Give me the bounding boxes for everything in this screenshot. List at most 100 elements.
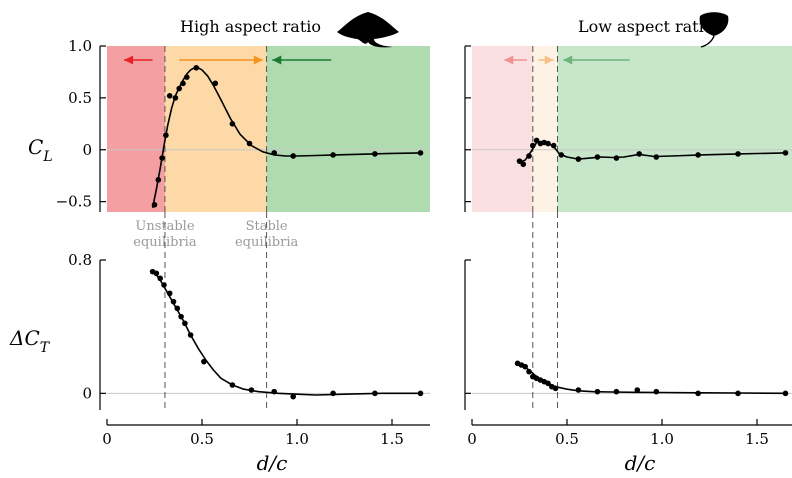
manta-ray-icon [337, 12, 399, 48]
y-tick-label-3: −0.5 [56, 193, 92, 211]
region-arrow-head-1 [544, 55, 554, 65]
data-point [182, 320, 188, 327]
data-point [782, 390, 789, 397]
data-point [271, 150, 278, 156]
data-point [290, 153, 297, 159]
region-2 [266, 46, 430, 212]
data-point [417, 390, 424, 397]
data-point [170, 298, 177, 305]
data-point [201, 358, 207, 365]
data-point [155, 177, 162, 183]
x-tick-label-2: 1.0 [650, 430, 674, 448]
data-point [522, 363, 528, 370]
data-point [550, 142, 557, 149]
data-point [176, 85, 182, 92]
data-point [161, 282, 167, 288]
data-point [594, 388, 601, 395]
region-arrow-head-1 [253, 55, 263, 65]
title-high-aspect: High aspect ratio [180, 17, 321, 36]
xlabel-high: d/c [257, 451, 288, 475]
data-point [174, 305, 181, 312]
fit-curve [151, 269, 421, 396]
data-point [613, 388, 620, 395]
region-2 [557, 46, 792, 212]
data-point [172, 95, 179, 101]
title-low-aspect: Low aspect ratio [578, 17, 713, 36]
data-point [184, 74, 190, 80]
data-point [634, 387, 641, 393]
data-point [248, 387, 255, 393]
region-arrow-head-0 [124, 55, 134, 65]
data-point [246, 140, 253, 147]
region-arrow-head-2 [563, 55, 573, 65]
ylabel-lift: CL [28, 135, 53, 165]
y-tick-label-0: 0.8 [68, 251, 92, 269]
data-point [613, 155, 620, 161]
x-tick-label-2: 1.0 [285, 430, 309, 448]
region-1 [532, 46, 558, 212]
data-point [530, 142, 536, 149]
x-tick-label-3: 1.5 [380, 430, 404, 448]
data-point [526, 153, 532, 159]
x-tick-label-1: 0.5 [190, 430, 214, 448]
data-point [229, 121, 236, 127]
panel-high-aspect-thrust: 0.8 0 0 0.5 1.0 1.5 [68, 212, 430, 448]
data-point [153, 270, 160, 277]
region-1 [164, 46, 267, 212]
data-point [180, 80, 186, 87]
region-0 [107, 46, 165, 212]
y-tick-label-2: 0 [82, 141, 92, 159]
xlabel-low: d/c [625, 451, 656, 475]
data-point [520, 161, 527, 168]
data-point [157, 275, 163, 282]
data-point [178, 313, 184, 320]
panel-low-aspect-thrust: 0 0.5 1.0 1.5 [464, 212, 792, 448]
data-point [330, 152, 336, 158]
data-point [229, 382, 236, 388]
y-tick-label-1: 0 [82, 384, 92, 402]
data-point [636, 151, 642, 157]
data-point [212, 80, 219, 87]
data-point [271, 388, 278, 395]
data-point [533, 137, 540, 144]
data-point [163, 132, 169, 139]
data-point [575, 387, 582, 393]
x-tick-label-1: 0.5 [555, 430, 579, 448]
region-arrow-head-0 [504, 55, 514, 65]
region-arrow-head-2 [272, 55, 282, 65]
data-point [782, 150, 789, 156]
data-point [151, 201, 158, 208]
ylabel-thrust: ΔCT [9, 326, 51, 356]
x-tick-label-0: 0 [467, 430, 477, 448]
data-point [735, 390, 741, 397]
data-point [417, 150, 424, 156]
data-point [653, 388, 660, 395]
data-point [695, 390, 701, 397]
data-point [735, 151, 741, 157]
data-point [290, 393, 297, 400]
data-point [193, 64, 200, 71]
data-point [372, 151, 378, 157]
x-tick-label-3: 1.5 [745, 430, 769, 448]
data-point [159, 155, 165, 161]
y-tick-label-1: 0.5 [68, 89, 92, 107]
data-point [552, 385, 559, 392]
x-tick-label-0: 0 [102, 430, 112, 448]
data-point [526, 368, 532, 375]
region-0 [472, 46, 533, 212]
panel-low-aspect-lift [464, 45, 792, 212]
data-point [558, 152, 565, 158]
data-point [575, 156, 582, 162]
data-point [695, 152, 701, 158]
data-point [187, 332, 194, 338]
data-point [372, 390, 378, 397]
data-point [330, 390, 336, 397]
y-tick-label-0: 1.0 [68, 37, 92, 55]
fit-curve [517, 362, 786, 395]
data-point [166, 290, 173, 297]
fit-curve [151, 67, 421, 208]
stingray-icon [699, 12, 729, 48]
data-point [516, 158, 523, 164]
data-point [653, 154, 660, 160]
